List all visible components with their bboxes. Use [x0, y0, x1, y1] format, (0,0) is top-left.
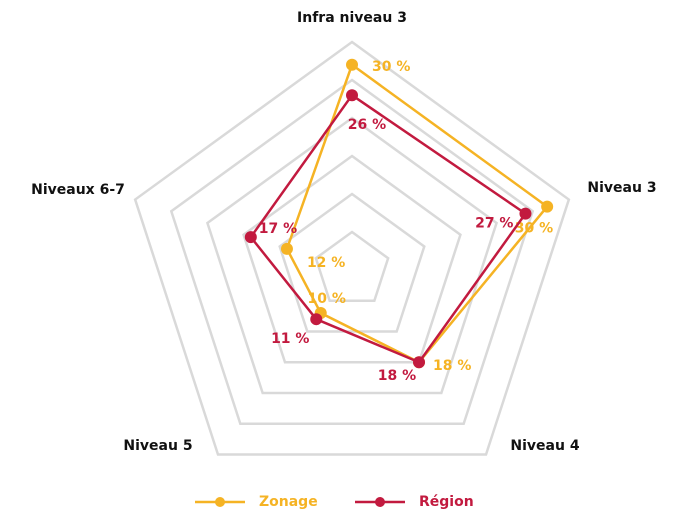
axis-label: Niveau 4: [510, 438, 579, 454]
value-label: 18 %: [378, 368, 416, 384]
series-line: [285, 62, 549, 364]
data-point: [244, 231, 257, 244]
grid-ring: [278, 192, 426, 333]
series-line: [249, 93, 528, 364]
axis-label: Niveau 3: [587, 180, 656, 196]
data-point: [413, 356, 426, 369]
grid-ring: [205, 116, 499, 395]
value-label: 11 %: [271, 331, 309, 347]
data-point: [519, 207, 532, 220]
value-label: 18 %: [433, 358, 471, 374]
axis-label: Niveaux 6-7: [31, 182, 125, 198]
legend-marker: [375, 497, 385, 507]
value-label: 27 %: [475, 216, 513, 232]
value-label: 12 %: [307, 255, 345, 271]
data-point: [310, 313, 323, 326]
data-point: [280, 242, 293, 255]
data-point: [346, 58, 358, 71]
value-label: 10 %: [308, 291, 346, 307]
value-label: 30 %: [515, 221, 553, 237]
data-point: [541, 200, 554, 213]
data-point: [346, 89, 358, 102]
value-label: 30 %: [372, 59, 410, 75]
legend-label: Zonage: [259, 494, 318, 510]
grid-ring: [133, 40, 571, 456]
axis-label: Niveau 5: [123, 438, 192, 454]
value-label: 26 %: [348, 117, 386, 133]
axis-label: Infra niveau 3: [297, 10, 407, 26]
legend-label: Région: [419, 494, 474, 510]
grid-ring: [314, 230, 390, 302]
grid-ring: [169, 78, 535, 425]
legend-marker: [215, 497, 225, 507]
value-label: 17 %: [259, 221, 297, 237]
